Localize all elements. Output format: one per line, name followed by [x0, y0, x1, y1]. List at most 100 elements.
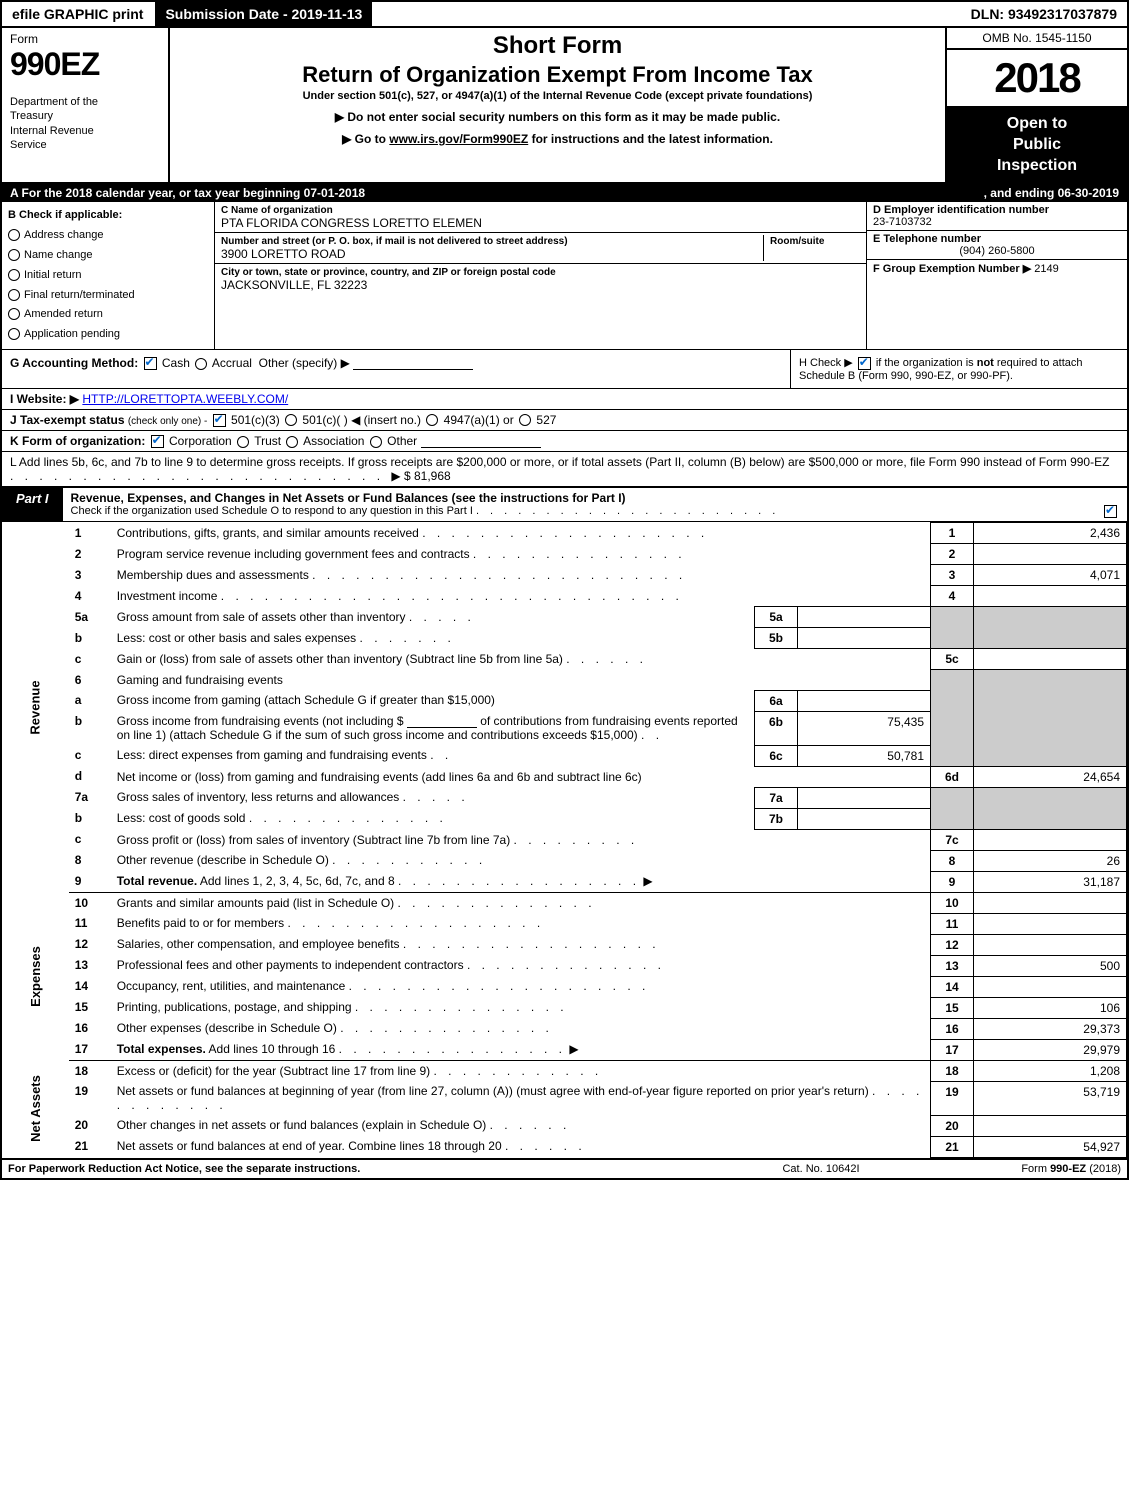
final-return-radio[interactable]: [8, 289, 20, 301]
initial-return-radio[interactable]: [8, 269, 20, 281]
h-checkbox[interactable]: [858, 357, 871, 370]
line-14-desc: Occupancy, rent, utilities, and maintena…: [111, 976, 931, 997]
org-city-row: City or town, state or province, country…: [215, 264, 866, 294]
line-3-no: 3: [69, 565, 111, 586]
j-501c-radio[interactable]: [285, 414, 297, 426]
j-527-radio[interactable]: [519, 414, 531, 426]
application-pending-radio[interactable]: [8, 328, 20, 340]
line-17-no: 17: [69, 1039, 111, 1060]
ein-value: 23-7103732: [873, 216, 932, 228]
form-title: Return of Organization Exempt From Incom…: [180, 62, 935, 88]
line-2-desc: Program service revenue including govern…: [111, 544, 931, 565]
line-7-shaded-box: [931, 787, 974, 829]
k-corp-checkbox[interactable]: [151, 435, 164, 448]
line-5c-amt: [974, 649, 1127, 670]
line-13-amt: 500: [974, 955, 1127, 976]
line-6b-subval: 75,435: [798, 711, 931, 745]
accrual-radio[interactable]: [195, 358, 207, 370]
efile-print-button[interactable]: efile GRAPHIC print: [2, 2, 155, 26]
line-16-no: 16: [69, 1018, 111, 1039]
line-13-desc: Professional fees and other payments to …: [111, 955, 931, 976]
dln-label: DLN: 93492317037879: [961, 2, 1127, 26]
g-label: G Accounting Method:: [10, 356, 138, 370]
amended-return-radio[interactable]: [8, 308, 20, 320]
address-change-radio[interactable]: [8, 229, 20, 241]
inspection-label: Inspection: [997, 157, 1077, 174]
line-17-box: 17: [931, 1039, 974, 1060]
line-11-desc: Benefits paid to or for members . . . . …: [111, 913, 931, 934]
final-return-label: Final return/terminated: [24, 289, 135, 301]
short-form-title: Short Form: [180, 32, 935, 60]
line-5-shaded-box: [931, 607, 974, 649]
line-5b-no: b: [69, 628, 111, 649]
line-19-amt: 53,719: [974, 1081, 1127, 1115]
line-6a-desc: Gross income from gaming (attach Schedul…: [111, 690, 755, 711]
line-7b-no: b: [69, 808, 111, 829]
entity-block: B Check if applicable: Address change Na…: [2, 202, 1127, 350]
j-note: (check only one) -: [128, 416, 207, 427]
k-trust-radio[interactable]: [237, 436, 249, 448]
line-8-amt: 26: [974, 850, 1127, 871]
name-change-radio[interactable]: [8, 249, 20, 261]
line-4-desc: Investment income . . . . . . . . . . . …: [111, 586, 931, 607]
line-19-box: 19: [931, 1081, 974, 1115]
line-6c-sub: 6c: [755, 745, 798, 766]
line-5b-desc: Less: cost or other basis and sales expe…: [111, 628, 755, 649]
line-14-box: 14: [931, 976, 974, 997]
k-other-field[interactable]: [421, 435, 541, 448]
line-6-desc: Gaming and fundraising events: [111, 670, 931, 691]
paperwork-notice: For Paperwork Reduction Act Notice, see …: [8, 1163, 721, 1175]
k-form-org-row: K Form of organization: Corporation Trus…: [2, 431, 1127, 452]
website-link[interactable]: HTTP://LORETTOPTA.WEEBLY.COM/: [82, 392, 288, 406]
k-other-radio[interactable]: [370, 436, 382, 448]
phone-value: (904) 260-5800: [873, 245, 1121, 257]
cash-checkbox[interactable]: [144, 357, 157, 370]
i-website-row: I Website: ▶ HTTP://LORETTOPTA.WEEBLY.CO…: [2, 389, 1127, 410]
line-6a-no: a: [69, 690, 111, 711]
name-change-label: Name change: [24, 249, 93, 261]
line-11-no: 11: [69, 913, 111, 934]
line-10-no: 10: [69, 892, 111, 913]
amended-return-label: Amended return: [24, 308, 103, 320]
accrual-label: Accrual: [212, 356, 252, 370]
top-bar: efile GRAPHIC print Submission Date - 20…: [2, 2, 1127, 28]
l-amount: 81,968: [414, 469, 451, 483]
j-501c3-checkbox[interactable]: [213, 414, 226, 427]
l-arrow: ▶ $: [391, 469, 410, 483]
line-6-shaded-amt: [974, 670, 1127, 767]
line-1-box: 1: [931, 523, 974, 544]
line-1-amt: 2,436: [974, 523, 1127, 544]
line-20-no: 20: [69, 1115, 111, 1136]
part-1-header: Part I Revenue, Expenses, and Changes in…: [2, 487, 1127, 522]
line-2-box: 2: [931, 544, 974, 565]
j-4947-label: 4947(a)(1) or: [444, 413, 514, 427]
submission-date-button[interactable]: Submission Date - 2019-11-13: [155, 2, 374, 26]
irs-gov-link[interactable]: www.irs.gov/Form990EZ: [389, 132, 528, 146]
j-4947-radio[interactable]: [426, 414, 438, 426]
line-10-desc: Grants and similar amounts paid (list in…: [111, 892, 931, 913]
group-exemption-value: 2149: [1034, 263, 1058, 275]
ein-row: D Employer identification number 23-7103…: [867, 202, 1127, 231]
c-name-label: C Name of organization: [221, 205, 333, 216]
line-21-desc: Net assets or fund balances at end of ye…: [111, 1136, 931, 1157]
line-20-box: 20: [931, 1115, 974, 1136]
line-13-box: 13: [931, 955, 974, 976]
line-3-desc: Membership dues and assessments . . . . …: [111, 565, 931, 586]
other-specify-field[interactable]: [353, 357, 473, 370]
directive-ssn: ▶ Do not enter social security numbers o…: [180, 110, 935, 124]
line-7a-subval: [798, 787, 931, 808]
line-8-no: 8: [69, 850, 111, 871]
part-1-schedule-o-checkbox[interactable]: [1104, 505, 1117, 518]
l-text: L Add lines 5b, 6c, and 7b to line 9 to …: [10, 455, 1109, 469]
tax-year: 2018: [947, 50, 1127, 108]
k-assoc-radio[interactable]: [286, 436, 298, 448]
org-city: JACKSONVILLE, FL 32223: [221, 278, 367, 292]
form-subtitle: Under section 501(c), 527, or 4947(a)(1)…: [180, 90, 935, 102]
section-b-checks: B Check if applicable: Address change Na…: [2, 202, 215, 349]
line-7-shaded-amt: [974, 787, 1127, 829]
line-6a-sub: 6a: [755, 690, 798, 711]
line-7c-amt: [974, 829, 1127, 850]
line-4-amt: [974, 586, 1127, 607]
line-6b-blank[interactable]: [407, 715, 477, 728]
directive-goto: ▶ Go to www.irs.gov/Form990EZ for instru…: [180, 132, 935, 146]
